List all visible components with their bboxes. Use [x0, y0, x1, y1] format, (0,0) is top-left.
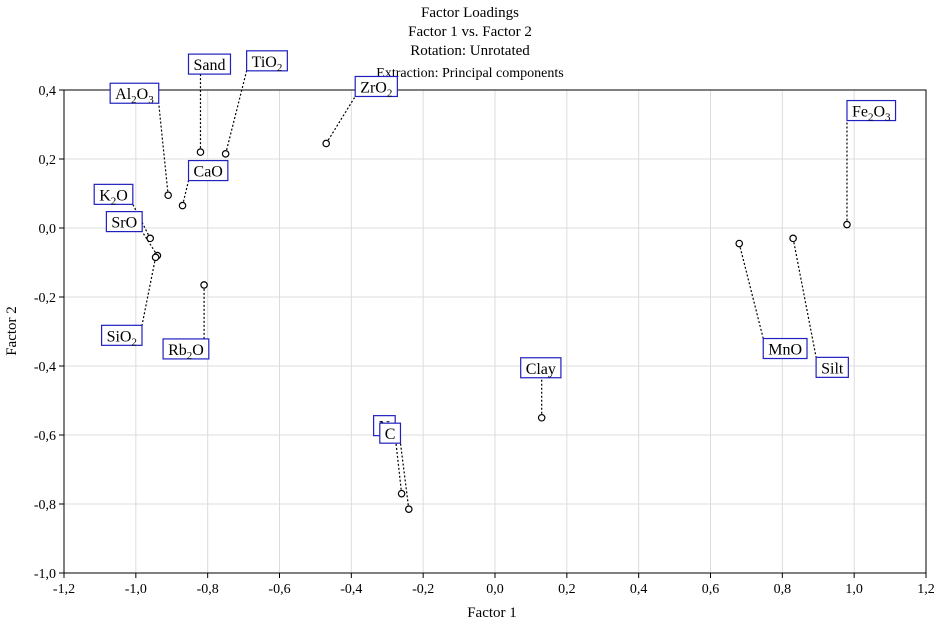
point-leader-line: [225, 70, 248, 154]
point-marker: [178, 201, 187, 210]
x-tick-label: -0,6: [268, 582, 290, 597]
chart-title-line-3: Rotation: Unrotated: [410, 43, 530, 59]
point-marker: [164, 191, 172, 200]
point-label: ZrO2: [360, 79, 392, 99]
point-ZrO2: ZrO2: [322, 75, 398, 148]
point-leader-line: [394, 435, 403, 494]
point-label: Sand: [193, 57, 225, 74]
x-tick-label: 1,2: [917, 582, 935, 597]
point-label: C: [385, 426, 396, 443]
point-Rb2O: Rb2O: [162, 281, 210, 362]
point-label: SiO2: [107, 328, 137, 348]
point-marker: [200, 281, 208, 289]
chart-title-line-1: Factor Loadings: [421, 5, 519, 21]
point-marker: [221, 150, 230, 158]
point-leader-line: [738, 243, 764, 339]
point-label-box: [187, 159, 229, 182]
x-tick-label: 0,8: [774, 582, 792, 597]
point-leader-line: [141, 231, 158, 256]
y-axis-label: Factor 2: [4, 306, 20, 356]
point-leader-line: [158, 103, 169, 196]
y-tick-label: 0,2: [39, 153, 57, 168]
point-label-box: [187, 53, 232, 75]
point-label-box: [846, 99, 897, 122]
point-MnO: MnO: [735, 239, 808, 360]
point-label: SrO: [111, 215, 137, 232]
point-CaO: CaO: [178, 159, 229, 210]
y-tick-label: -0,2: [34, 291, 56, 306]
grid: [64, 90, 926, 573]
point-label-box: [815, 356, 849, 378]
point-label: CaO: [194, 164, 223, 181]
x-tick-label: 0,6: [702, 582, 720, 597]
point-label-box: [100, 324, 143, 346]
chart-subtitle: Extraction: Principal components: [376, 66, 563, 81]
point-C: C: [379, 422, 413, 513]
point-label-box: [379, 422, 402, 444]
point-label-box: [109, 82, 160, 104]
point-TiO2: TiO2: [221, 50, 288, 158]
chart-title: Factor Loadings Factor 1 vs. Factor 2 Ro…: [376, 5, 563, 81]
point-label-box: [105, 211, 143, 233]
x-tick-label: -0,4: [340, 582, 362, 597]
x-tick-label: 0,4: [630, 582, 648, 597]
point-label-box: [246, 50, 288, 72]
point-label-box: [520, 357, 562, 379]
point-Silt: Silt: [789, 234, 849, 378]
point-label-box: [762, 337, 808, 360]
x-tick-label: 0,2: [558, 582, 576, 597]
tick-labels: -1,2 -1,0 -0,8 -0,6 -0,4 -0,2 0,0 0,2 0,4 0,6 0,8 1…: [34, 84, 935, 597]
point-leader-line: [792, 238, 817, 358]
point-label: Rb2O: [168, 342, 204, 362]
x-axis-label: Factor 1: [467, 605, 517, 621]
point-marker: [196, 148, 205, 156]
point-marker: [789, 234, 797, 243]
point-marker: [397, 489, 406, 498]
point-label-box: [162, 338, 210, 360]
point-marker: [404, 505, 413, 513]
chart-title-line-2: Factor 1 vs. Factor 2: [408, 24, 532, 40]
point-leader-line: [399, 443, 410, 510]
point-label: MnO: [768, 342, 802, 359]
y-tick-label: -0,6: [34, 429, 56, 444]
point-SrO: SrO: [105, 211, 162, 260]
point-leader-line: [181, 180, 190, 206]
point-label: TiO2: [252, 54, 283, 74]
point-leader-line: [325, 96, 356, 144]
point-Fe2O3: Fe2O3: [843, 99, 897, 229]
point-label: Fe2O3: [852, 104, 891, 124]
point-Al2O3: Al2O3: [109, 82, 172, 200]
x-tick-label: 0,0: [486, 582, 504, 597]
point-label: Silt: [821, 360, 844, 377]
y-tick-label: 0,4: [39, 84, 57, 99]
point-K2O: K2O: [93, 183, 155, 243]
point-label: Al2O3: [115, 86, 154, 106]
point-label: K2O: [99, 187, 128, 207]
point-label-box: [354, 75, 398, 98]
point-label: Clay: [526, 361, 556, 378]
point-Clay: Clay: [520, 357, 562, 422]
x-tick-label: -0,2: [412, 582, 434, 597]
y-tick-label: -0,8: [34, 498, 56, 513]
point-Sand: Sand: [187, 53, 232, 156]
point-marker: [843, 220, 851, 229]
y-tick-label: -1,0: [34, 567, 56, 582]
point-leader-line: [141, 257, 157, 326]
x-tick-label: -1,0: [125, 582, 147, 597]
point-marker: [151, 253, 160, 262]
point-marker: [735, 239, 744, 248]
x-tick-label: 1,0: [845, 582, 863, 597]
point-marker: [322, 139, 330, 148]
x-tick-label: -0,8: [197, 582, 219, 597]
point-SiO2: SiO2: [100, 253, 160, 348]
point-label-box: [93, 183, 134, 205]
y-tick-label: -0,4: [34, 360, 56, 375]
x-tick-label: -1,2: [53, 582, 75, 597]
point-marker: [537, 413, 546, 422]
data-points: Sand TiO2 ZrO2 Al2O3 CaO K2O SrO SiO2 Rb2O Fe2O3 M…: [93, 50, 897, 513]
y-tick-label: 0,0: [39, 222, 57, 237]
